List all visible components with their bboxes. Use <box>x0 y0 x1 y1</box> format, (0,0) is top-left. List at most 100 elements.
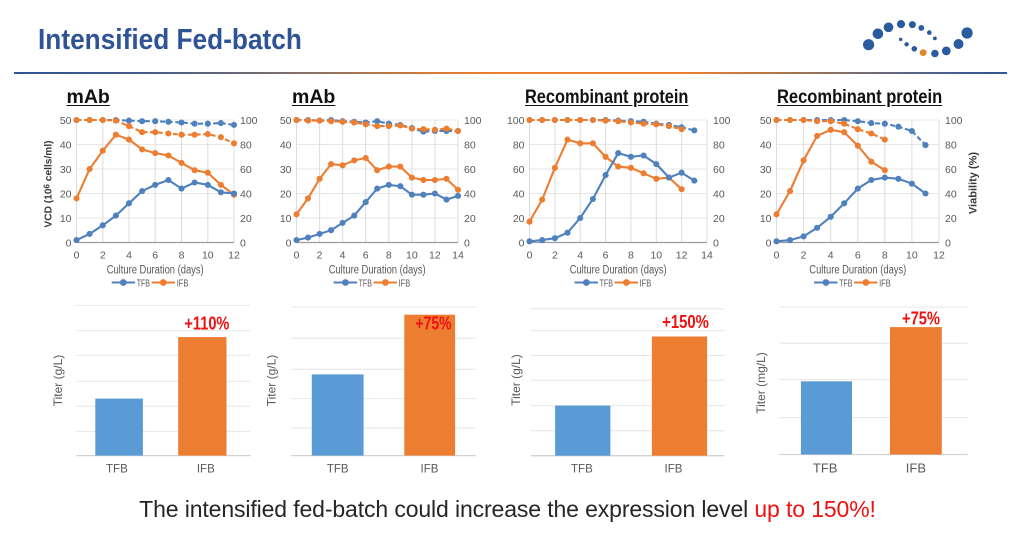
svg-text:8: 8 <box>628 250 634 262</box>
svg-text:+75%: +75% <box>415 313 451 334</box>
svg-text:10: 10 <box>650 250 662 262</box>
svg-text:20: 20 <box>280 188 292 200</box>
svg-text:4: 4 <box>126 250 132 262</box>
svg-text:10: 10 <box>906 250 918 262</box>
svg-text:60: 60 <box>513 164 525 176</box>
svg-text:Culture Duration (days): Culture Duration (days) <box>329 265 426 277</box>
svg-text:TFB: TFB <box>839 277 852 289</box>
svg-text:10: 10 <box>406 250 418 262</box>
svg-text:0: 0 <box>519 237 525 249</box>
svg-text:IFB: IFB <box>421 464 439 476</box>
svg-text:0: 0 <box>766 237 772 249</box>
svg-text:8: 8 <box>882 250 888 262</box>
svg-text:100: 100 <box>713 115 731 127</box>
svg-text:2: 2 <box>317 250 323 262</box>
svg-text:4: 4 <box>340 250 346 262</box>
svg-text:12: 12 <box>933 250 945 262</box>
svg-text:VCD (106 cells/ml): VCD (106 cells/ml) <box>42 140 54 227</box>
svg-text:0: 0 <box>74 250 80 262</box>
svg-text:0: 0 <box>527 250 533 262</box>
svg-text:10: 10 <box>760 213 772 225</box>
svg-text:20: 20 <box>240 213 252 225</box>
svg-text:0: 0 <box>464 237 470 249</box>
svg-text:4: 4 <box>828 250 834 262</box>
svg-text:0: 0 <box>713 237 719 249</box>
svg-text:8: 8 <box>386 250 392 262</box>
svg-text:Culture Duration (days): Culture Duration (days) <box>107 265 204 277</box>
svg-text:60: 60 <box>945 164 957 176</box>
svg-text:+110%: +110% <box>184 313 229 334</box>
svg-text:30: 30 <box>60 164 72 176</box>
svg-text:6: 6 <box>855 250 861 262</box>
svg-text:80: 80 <box>713 139 725 151</box>
svg-text:IFB: IFB <box>197 464 215 476</box>
svg-text:50: 50 <box>760 115 772 127</box>
svg-text:2: 2 <box>801 250 807 262</box>
svg-text:20: 20 <box>945 213 957 225</box>
svg-text:50: 50 <box>60 115 72 127</box>
svg-text:0: 0 <box>66 237 72 249</box>
svg-text:30: 30 <box>760 164 772 176</box>
svg-text:IFB: IFB <box>665 464 683 476</box>
svg-text:100: 100 <box>464 115 482 127</box>
svg-text:40: 40 <box>513 188 525 200</box>
svg-text:80: 80 <box>240 139 252 151</box>
svg-text:IFB: IFB <box>399 277 411 289</box>
svg-text:2: 2 <box>100 250 106 262</box>
svg-text:12: 12 <box>429 250 441 262</box>
svg-text:40: 40 <box>713 188 725 200</box>
svg-text:Culture Duration (days): Culture Duration (days) <box>570 265 667 277</box>
svg-text:12: 12 <box>676 250 688 262</box>
svg-text:Titer (g/L): Titer (g/L) <box>265 355 279 407</box>
svg-text:80: 80 <box>945 139 957 151</box>
svg-text:100: 100 <box>240 115 258 127</box>
svg-text:+75%: +75% <box>902 307 940 328</box>
svg-text:10: 10 <box>60 213 72 225</box>
svg-text:0: 0 <box>774 250 780 262</box>
svg-text:TFB: TFB <box>600 277 613 289</box>
svg-text:TFB: TFB <box>106 464 128 476</box>
svg-text:2: 2 <box>552 250 558 262</box>
svg-text:20: 20 <box>60 188 72 200</box>
svg-text:40: 40 <box>240 188 252 200</box>
svg-text:IFB: IFB <box>640 277 652 289</box>
svg-text:0: 0 <box>240 237 246 249</box>
svg-text:Culture Duration (days): Culture Duration (days) <box>809 265 906 277</box>
svg-text:IFB: IFB <box>906 461 926 476</box>
svg-text:Titer (g/L): Titer (g/L) <box>509 354 523 406</box>
svg-text:TFB: TFB <box>359 277 372 289</box>
svg-text:6: 6 <box>603 250 609 262</box>
svg-text:20: 20 <box>760 188 772 200</box>
svg-text:40: 40 <box>60 139 72 151</box>
svg-text:80: 80 <box>513 139 525 151</box>
svg-text:TFB: TFB <box>813 461 838 476</box>
svg-text:14: 14 <box>701 250 713 262</box>
svg-text:40: 40 <box>464 188 476 200</box>
svg-text:0: 0 <box>286 237 292 249</box>
svg-text:50: 50 <box>280 115 292 127</box>
svg-text:Titer (mg/L): Titer (mg/L) <box>754 352 768 414</box>
svg-text:TFB: TFB <box>137 277 150 289</box>
svg-text:30: 30 <box>280 164 292 176</box>
svg-text:10: 10 <box>202 250 214 262</box>
svg-text:60: 60 <box>240 164 252 176</box>
svg-text:TFB: TFB <box>571 464 593 476</box>
svg-text:8: 8 <box>179 250 185 262</box>
svg-text:60: 60 <box>713 164 725 176</box>
svg-text:0: 0 <box>945 237 951 249</box>
svg-text:20: 20 <box>464 213 476 225</box>
svg-text:40: 40 <box>280 139 292 151</box>
svg-text:Viability (%): Viability (%) <box>968 152 980 214</box>
svg-text:4: 4 <box>577 250 583 262</box>
svg-text:80: 80 <box>464 139 476 151</box>
svg-text:6: 6 <box>152 250 158 262</box>
svg-text:TFB: TFB <box>327 464 349 476</box>
svg-text:20: 20 <box>713 213 725 225</box>
svg-text:60: 60 <box>464 164 476 176</box>
svg-text:0: 0 <box>294 250 300 262</box>
svg-text:40: 40 <box>760 139 772 151</box>
svg-text:100: 100 <box>945 115 963 127</box>
svg-text:12: 12 <box>228 250 240 262</box>
svg-text:Titer (g/L): Titer (g/L) <box>51 355 65 407</box>
svg-text:10: 10 <box>280 213 292 225</box>
